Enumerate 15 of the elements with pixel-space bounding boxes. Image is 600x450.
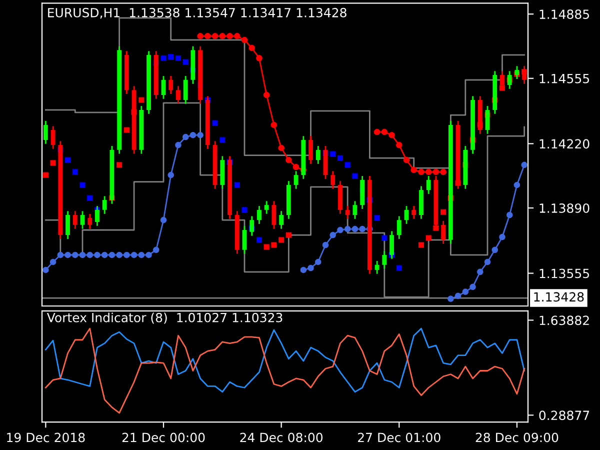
y-tick-label: 1.14220 [540, 139, 590, 149]
y-tick-label: 1.14555 [540, 74, 590, 84]
x-tick-label: 28 Dec 09:00 [476, 432, 558, 442]
y-tick-label: 1.13555 [540, 268, 590, 278]
x-tick-label: 27 Dec 01:00 [358, 432, 440, 442]
y-tick-label: 1.63882 [540, 316, 589, 326]
y-tick-label: 1.13890 [540, 203, 590, 213]
y-tick-label: 0.28877 [539, 410, 590, 420]
chart-title: EURUSD,H1 1.13538 1.13547 1.13417 1.13428 [48, 8, 346, 19]
x-tick-label: 24 Dec 08:00 [240, 432, 323, 442]
chart-title: Vortex Indicator (8) 1.01027 1.10323 [46, 312, 282, 324]
y-tick-label: 1.14885 [540, 10, 590, 19]
x-tick-label: 21 Dec 00:00 [122, 432, 205, 442]
x-tick-label: 19 Dec 2018 [7, 432, 85, 442]
ref-line-label: 1.13428 [534, 292, 584, 302]
